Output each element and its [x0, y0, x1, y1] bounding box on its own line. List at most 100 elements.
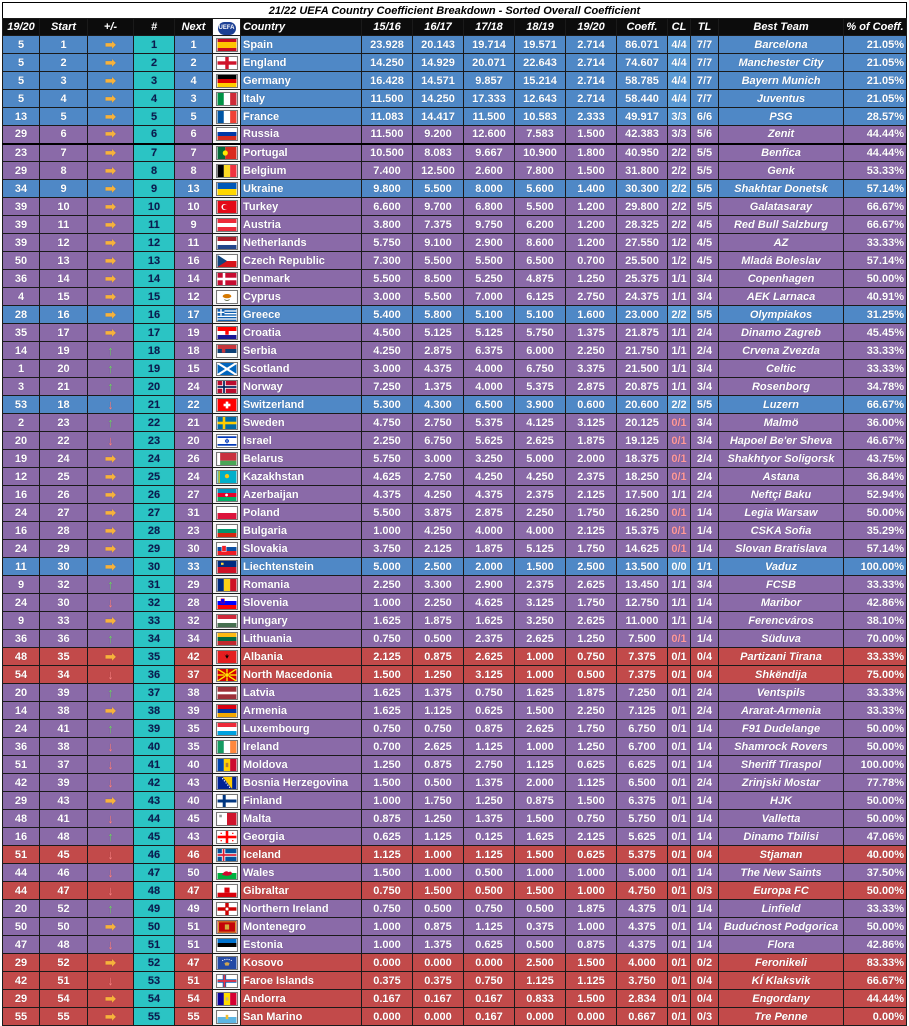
country-name: Ukraine	[240, 179, 362, 198]
coeff-1718: 5.125	[463, 323, 515, 342]
coeff-1819: 5.375	[514, 377, 566, 396]
coeff-1920: 1.500	[565, 989, 617, 1008]
table-row: 24 29 ➡ 29 30 Slovakia 3.750 2.125 1.875 5.125 1.7…	[2, 539, 907, 558]
coeff-1718: 4.000	[463, 377, 515, 396]
prev-1920-rank: 50	[2, 251, 40, 270]
ireland-flag-icon	[215, 739, 238, 754]
start-rank: 38	[39, 737, 88, 756]
coeff-total: 7.375	[616, 647, 668, 666]
coefficient-rows: 5 1 ➡ 1 1 Spain 23.928 20.143 19.714 19.571 2.714 8…	[2, 35, 907, 1026]
slovakia-flag-icon	[215, 541, 238, 556]
table-row: 11 30 ➡ 30 33 Liechtenstein 5.000 2.500 2.000 1.5…	[2, 557, 907, 576]
coeff-1516: 3.750	[361, 539, 413, 558]
coeff-total: 16.250	[616, 503, 668, 522]
arrow-right-icon: ➡	[105, 540, 116, 556]
arrow-up-icon: ↑	[107, 720, 114, 736]
cl-slots: 4/4	[667, 71, 691, 90]
coeff-1617: 6.750	[412, 431, 464, 450]
start-rank: 22	[39, 431, 88, 450]
best-team: Valletta	[718, 809, 844, 828]
coeff-1516: 0.000	[361, 1007, 413, 1026]
coeff-1920: 2.125	[565, 521, 617, 540]
next-rank: 18	[174, 341, 213, 360]
arrow-up-icon: ↑	[107, 630, 114, 646]
flag-cell	[212, 449, 241, 468]
coeff-total: 20.875	[616, 377, 668, 396]
coeff-1617: 1.375	[412, 935, 464, 954]
country-name: Bulgaria	[240, 521, 362, 540]
coeff-total: 2.834	[616, 989, 668, 1008]
coeff-total: 18.250	[616, 467, 668, 486]
next-rank: 24	[174, 377, 213, 396]
coeff-1617: 2.250	[412, 593, 464, 612]
prev-1920-rank: 55	[2, 1007, 40, 1026]
table-row: 42 39 ↓ 42 43 Bosnia Herzegovina 1.500 0.500 1.3…	[2, 773, 907, 792]
arrow-up-icon: ↑	[107, 684, 114, 700]
table-row: 20 22 ↓ 23 20 Israel 2.250 6.750 5.625 2.625 1.875…	[2, 431, 907, 450]
coeff-1718: 19.714	[463, 35, 515, 54]
coeff-1819: 1.625	[514, 827, 566, 846]
movement-cell: ➡	[87, 251, 134, 270]
next-rank: 54	[174, 989, 213, 1008]
cl-slots: 0/1	[667, 935, 691, 954]
prev-1920-rank: 5	[2, 71, 40, 90]
current-rank: 26	[133, 485, 175, 504]
prev-1920-rank: 19	[2, 449, 40, 468]
arrow-right-icon: ➡	[105, 702, 116, 718]
tl-slots: 1/4	[690, 809, 719, 828]
pct-of-coeff: 33.33%	[843, 359, 907, 378]
prev-1920-rank: 29	[2, 791, 40, 810]
header-rank: #	[133, 18, 175, 36]
pct-of-coeff: 66.67%	[843, 395, 907, 414]
prev-1920-rank: 5	[2, 89, 40, 108]
tl-slots: 1/4	[690, 791, 719, 810]
table-row: 29 52 ➡ 52 47 Kosovo 0.000 0.000 0.000 2.500 1.500…	[2, 953, 907, 972]
movement-cell: ➡	[87, 917, 134, 936]
next-rank: 35	[174, 719, 213, 738]
coeff-1920: 1.800	[565, 142, 617, 162]
finland-flag-icon	[215, 793, 238, 808]
coeff-1617: 5.125	[412, 323, 464, 342]
pct-of-coeff: 45.45%	[843, 323, 907, 342]
next-rank: 51	[174, 935, 213, 954]
table-row: 12 25 ➡ 25 24 Kazakhstan 4.625 2.750 4.250 4.250 2…	[2, 467, 907, 486]
cl-slots: 0/1	[667, 971, 691, 990]
prev-1920-rank: 39	[2, 233, 40, 252]
latvia-flag-icon	[215, 685, 238, 700]
start-rank: 34	[39, 665, 88, 684]
coeff-1718: 5.500	[463, 251, 515, 270]
start-rank: 30	[39, 593, 88, 612]
table-row: 20 52 ↑ 49 49 Northern Ireland 0.750 0.500 0.750…	[2, 899, 907, 918]
movement-cell: ↑	[87, 719, 134, 738]
coeff-1617: 0.500	[412, 773, 464, 792]
coeff-1718: 20.071	[463, 53, 515, 72]
current-rank: 25	[133, 467, 175, 486]
cl-slots: 0/1	[667, 737, 691, 756]
table-row: 39 12 ➡ 12 11 Netherlands 5.750 9.100 2.900 8.600…	[2, 233, 907, 252]
country-name: Norway	[240, 377, 362, 396]
coeff-1516: 0.375	[361, 971, 413, 990]
arrow-right-icon: ➡	[105, 1008, 116, 1024]
movement-cell: ➡	[87, 557, 134, 576]
flag-cell	[212, 737, 241, 756]
tl-slots: 1/4	[690, 899, 719, 918]
flag-cell	[212, 755, 241, 774]
movement-cell: ➡	[87, 485, 134, 504]
coeff-1516: 5.000	[361, 557, 413, 576]
estonia-flag-icon	[215, 937, 238, 952]
coeff-total: 5.375	[616, 845, 668, 864]
coeff-1718: 6.800	[463, 197, 515, 216]
coeff-1920: 2.875	[565, 377, 617, 396]
prev-1920-rank: 29	[2, 125, 40, 144]
coeff-1617: 8.500	[412, 269, 464, 288]
country-name: Turkey	[240, 197, 362, 216]
cl-slots: 0/1	[667, 845, 691, 864]
start-rank: 26	[39, 485, 88, 504]
next-rank: 42	[174, 647, 213, 666]
arrow-right-icon: ➡	[105, 36, 116, 52]
england-flag-icon	[215, 55, 238, 70]
movement-cell: ↑	[87, 827, 134, 846]
coeff-1920: 2.714	[565, 71, 617, 90]
arrow-up-icon: ↑	[107, 414, 114, 430]
prev-1920-rank: 20	[2, 899, 40, 918]
